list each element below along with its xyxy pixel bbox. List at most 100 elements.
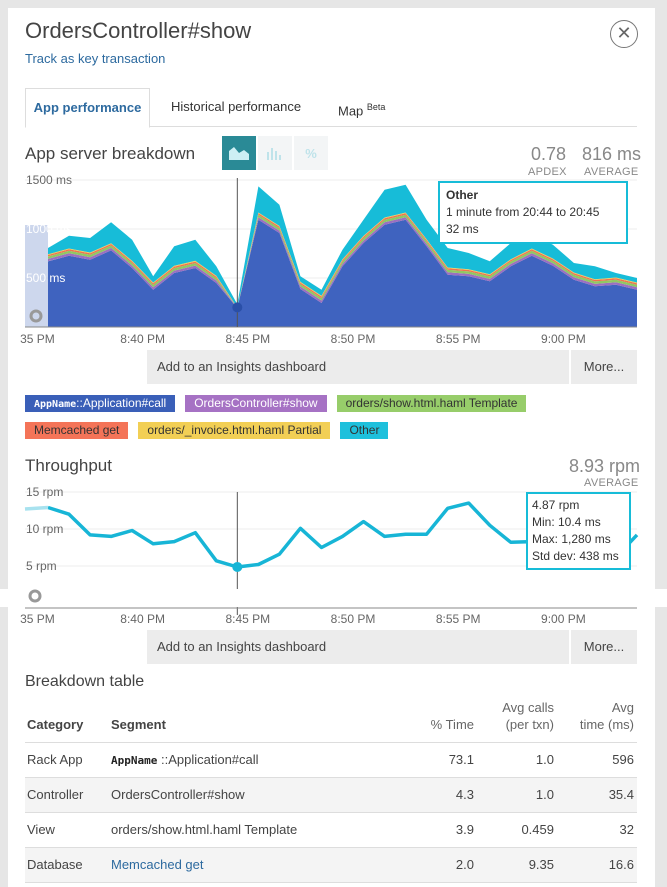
cell-pct: 4.3	[397, 777, 477, 813]
col-avg-calls-l2: (per txn)	[505, 716, 554, 732]
col-avg-calls-l1: Avg calls	[502, 699, 554, 715]
page-title: OrdersController#show	[25, 18, 252, 43]
table-row[interactable]: View orders/show.html.haml Template 3.9 …	[25, 812, 637, 848]
x-tick-label: 8:40 PM	[120, 612, 165, 626]
tooltip-value: 32 ms	[446, 222, 479, 236]
col-segment[interactable]: Segment	[109, 697, 397, 743]
cell-pct: 2.0	[397, 847, 477, 883]
legend-other[interactable]: Other	[340, 422, 389, 439]
cell-avg: 35.4	[557, 777, 637, 813]
apdex-value: 0.78	[531, 144, 567, 164]
legend-row-1: AppName::Application#call OrdersControll…	[25, 395, 637, 412]
loading-spinner-icon	[29, 309, 43, 323]
cell-category: Rack App	[25, 742, 109, 778]
col-avg-calls[interactable]: Avg calls (per txn)	[477, 697, 557, 743]
tooltip-rpm: 4.87 rpm	[532, 498, 580, 512]
percent-icon: %	[305, 145, 317, 161]
tab-map[interactable]: Map Beta	[338, 88, 385, 127]
app-server-breakdown-chart[interactable]: 1500 ms 1000 ms 500 ms 35 PM 8:40 PM 8:45 PM 8…	[0, 170, 667, 350]
breakdown-tooltip: Other 1 minute from 20:44 to 20:45 32 ms	[438, 181, 628, 244]
area-chart-button[interactable]	[222, 136, 256, 170]
legend-appname: AppName	[34, 399, 77, 410]
area-series-5	[48, 184, 637, 308]
legend-memcached-get[interactable]: Memcached get	[25, 422, 129, 439]
cell-category: Controller	[25, 777, 109, 813]
x-tick-label: 9:00 PM	[541, 612, 586, 626]
tab-app-performance[interactable]: App performance	[25, 88, 150, 128]
breakdown-table: Category Segment % Time Avg calls (per tx…	[25, 697, 637, 883]
x-tick-label: 8:45 PM	[225, 612, 270, 626]
cell-calls: 9.35	[477, 847, 557, 883]
tab-historical-performance[interactable]: Historical performance	[171, 99, 302, 114]
insights-bar-2: Add to an Insights dashboard More...	[147, 630, 637, 664]
axis-band	[0, 589, 667, 607]
area-chart-icon	[229, 147, 249, 160]
y-tick-label: 1500 ms	[26, 173, 72, 187]
col-avg-time-l2: time (ms)	[579, 716, 634, 732]
cell-calls: 1.0	[477, 742, 557, 778]
x-tick-label: 8:45 PM	[225, 332, 270, 346]
y-tick-label: 5 rpm	[26, 559, 57, 573]
cell-category: Database	[25, 847, 109, 883]
legend-orderscontroller-show[interactable]: OrdersController#show	[185, 395, 327, 412]
bar-chart-button[interactable]	[258, 136, 292, 170]
cell-avg: 16.6	[557, 847, 637, 883]
more-button[interactable]: More...	[569, 630, 637, 664]
x-tick-label: 35 PM	[20, 332, 55, 346]
insights-bar-1: Add to an Insights dashboard More...	[147, 350, 637, 384]
beta-badge: Beta	[366, 102, 386, 112]
throughput-title: Throughput	[25, 456, 112, 475]
add-to-insights-button[interactable]: Add to an Insights dashboard	[157, 359, 327, 374]
throughput-chart[interactable]: 15 rpm 10 rpm 5 rpm 35 PM 8:40 PM 8:45 PM 8:50…	[0, 485, 667, 630]
track-key-transaction-link[interactable]: Track as key transaction	[25, 51, 166, 66]
bar-chart-icon	[267, 148, 281, 160]
y-tick-label: 1000 ms	[26, 222, 72, 236]
breakdown-title: App server breakdown	[25, 144, 196, 163]
tooltip-range: 1 minute from 20:44 to 20:45	[446, 205, 600, 219]
average-label: AVERAGE	[584, 166, 639, 178]
x-tick-label: 8:50 PM	[331, 612, 376, 626]
tab-map-label: Map	[338, 103, 364, 119]
x-tick-label: 8:55 PM	[436, 332, 481, 346]
x-tick-label: 8:50 PM	[331, 332, 376, 346]
x-tick-label: 8:55 PM	[436, 612, 481, 626]
legend-show-template[interactable]: orders/show.html.haml Template	[336, 395, 527, 412]
breakdown-table-title: Breakdown table	[25, 673, 145, 690]
highlight-point	[232, 561, 243, 572]
x-tick-label: 35 PM	[20, 612, 55, 626]
col-avg-time[interactable]: Avg time (ms)	[557, 697, 637, 743]
legend-row-2: Memcached get orders/_invoice.html.haml …	[25, 422, 637, 439]
throughput-tooltip: 4.87 rpm Min: 10.4 ms Max: 1,280 ms Std …	[526, 492, 631, 570]
throughput-average-value: 8.93 rpm	[569, 456, 641, 476]
x-tick-label: 8:40 PM	[120, 332, 165, 346]
tab-bar: App performance Historical performance M…	[25, 88, 637, 128]
table-header: Category Segment % Time Avg calls (per tx…	[25, 697, 637, 743]
segment-appname: AppName	[111, 754, 158, 767]
cell-calls: 0.459	[477, 812, 557, 848]
percent-button[interactable]: %	[294, 136, 328, 170]
cell-pct: 3.9	[397, 812, 477, 848]
average-value: 816 ms	[582, 144, 642, 164]
apdex-label: APDEX	[528, 166, 567, 178]
cell-segment: AppName ::Application#call	[109, 742, 397, 778]
col-avg-time-l1: Avg	[611, 699, 634, 715]
cell-segment: orders/show.html.haml Template	[109, 812, 397, 848]
add-to-insights-button[interactable]: Add to an Insights dashboard	[157, 639, 327, 654]
table-row[interactable]: Controller OrdersController#show 4.3 1.0…	[25, 777, 637, 813]
y-tick-label: 500 ms	[26, 271, 65, 285]
highlight-point	[232, 302, 243, 313]
segment-link-memcached-get[interactable]: Memcached get	[109, 847, 397, 883]
col-category[interactable]: Category	[25, 697, 109, 743]
tooltip-title: Other	[446, 188, 479, 202]
area-series-0	[48, 219, 637, 327]
close-icon[interactable]: ✕	[610, 20, 638, 48]
area-series-4	[48, 212, 637, 308]
table-row[interactable]: Database Memcached get 2.0 9.35 16.6	[25, 847, 637, 883]
selection-overlay	[25, 225, 48, 327]
tooltip-stddev: Std dev: 438 ms	[532, 549, 619, 563]
more-button[interactable]: More...	[569, 350, 637, 384]
table-row[interactable]: Rack App AppName ::Application#call 73.1…	[25, 742, 637, 778]
legend-appname-application-call[interactable]: AppName::Application#call	[25, 395, 176, 412]
legend-invoice-partial[interactable]: orders/_invoice.html.haml Partial	[138, 422, 331, 439]
col-pct-time[interactable]: % Time	[397, 697, 477, 743]
